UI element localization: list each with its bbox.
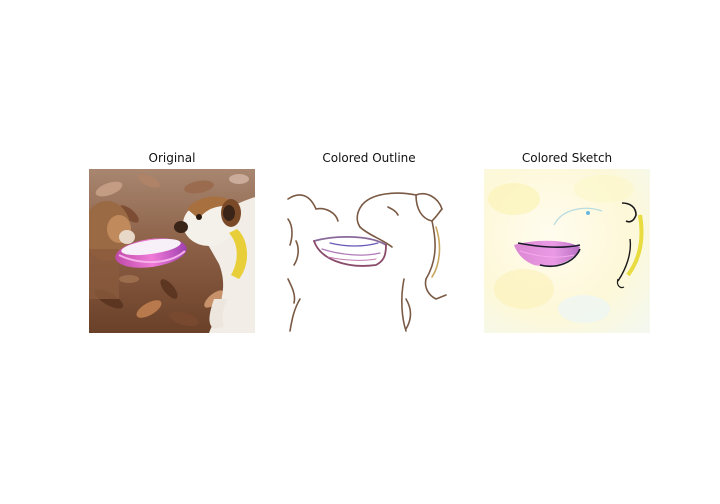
panel-title-sketch: Colored Sketch xyxy=(521,151,613,165)
panel-sketch-image xyxy=(484,169,650,333)
outline-drawing xyxy=(286,169,452,333)
panel-outline-image xyxy=(286,169,452,333)
original-photo xyxy=(89,169,255,333)
panel-title-outline: Colored Outline xyxy=(322,151,416,165)
sketch-drawing xyxy=(484,169,650,333)
panel-original-image xyxy=(89,169,255,333)
panel-title-original: Original xyxy=(148,151,196,165)
